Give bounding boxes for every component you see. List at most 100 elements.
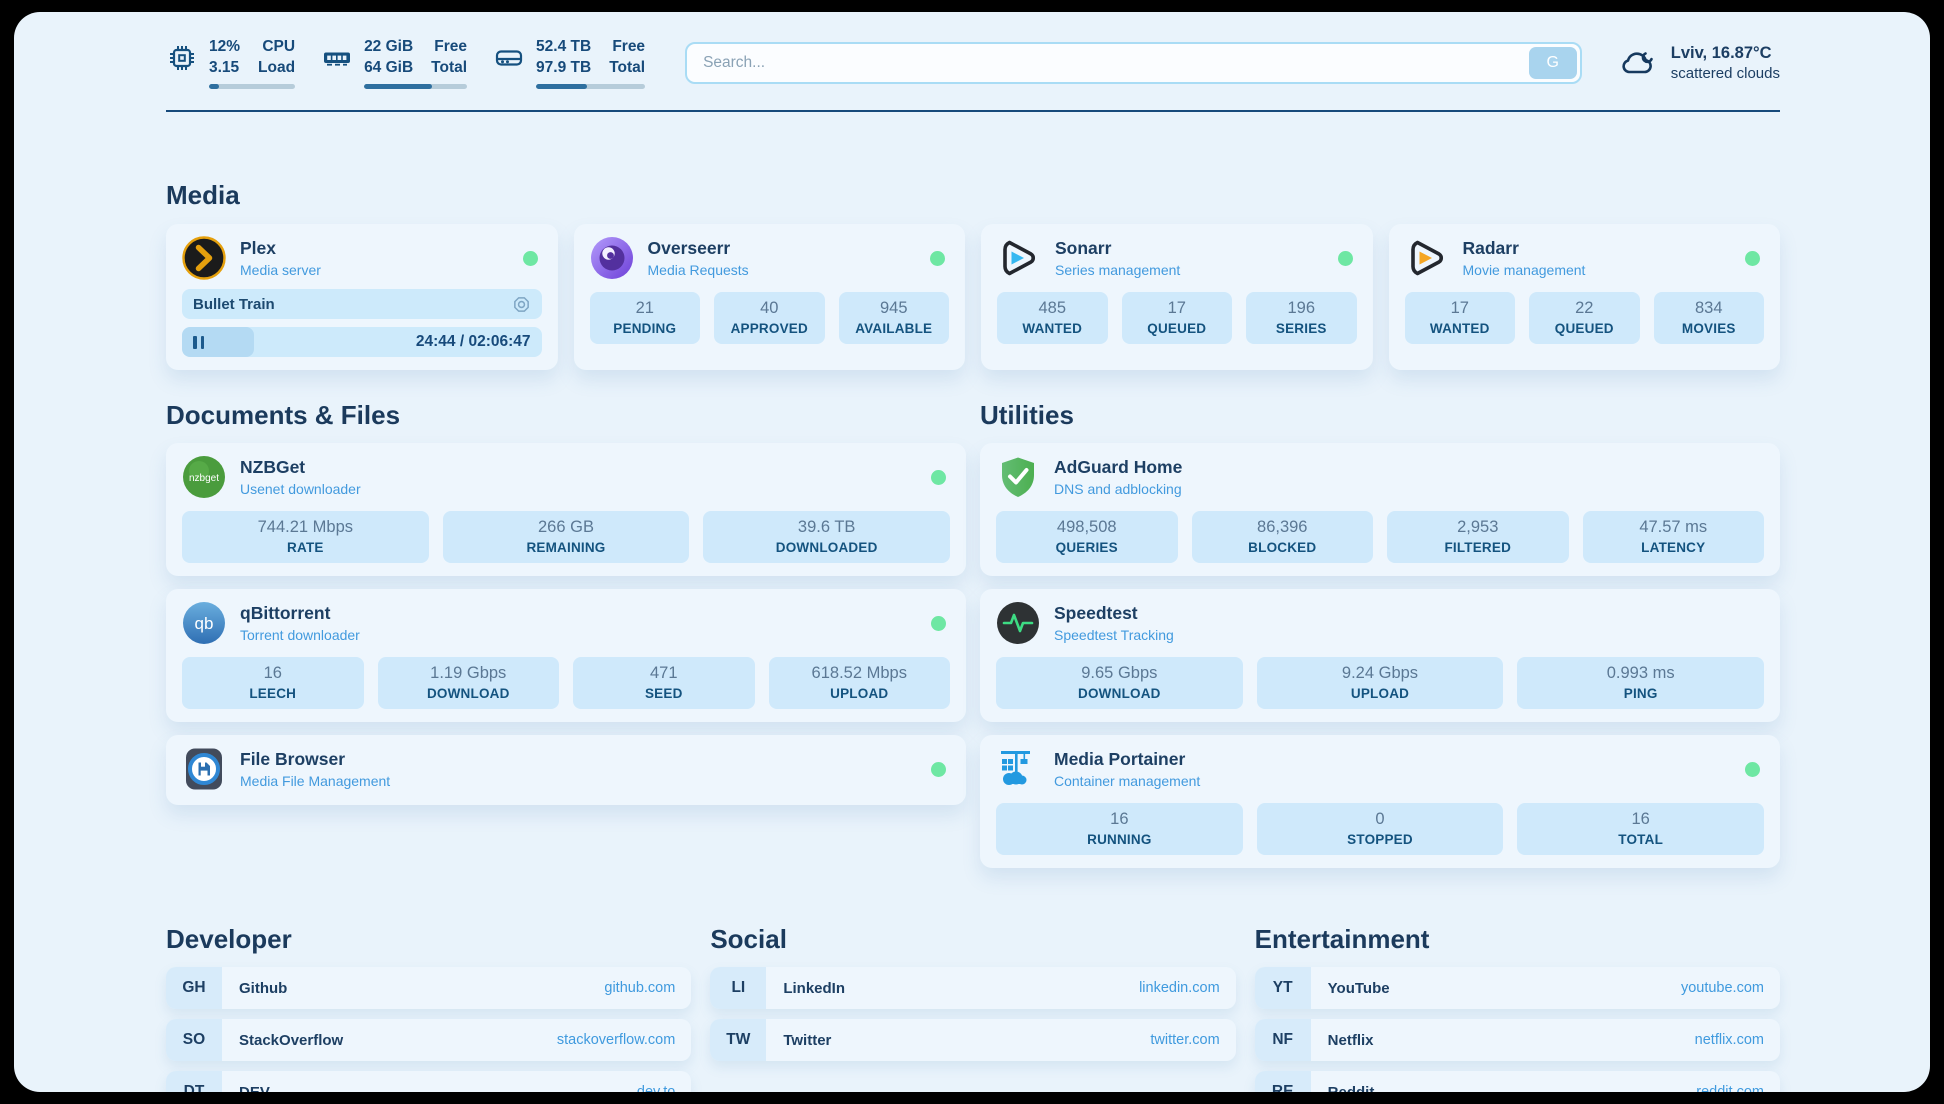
disk-values: 52.4 TB 97.9 TB [536,37,591,78]
cpu-usage: 12% [209,38,241,56]
bookmark-name: Github [239,979,288,997]
utilities-column: Utilities [980,400,1780,868]
service-stats: 21 PENDING 40 APPROVED 945 AVAILABLE [589,292,949,344]
service-card-filebrowser[interactable]: File Browser Media File Management [166,735,966,805]
service-card-overseerr[interactable]: Overseerr Media Requests 21 PENDING 40 A… [573,224,965,370]
bookmark-linkedin[interactable]: LI LinkedIn linkedin.com [710,967,1236,1009]
status-online-dot [1337,251,1353,266]
stat-label: UPLOAD [1350,686,1410,701]
weather-widget: Lviv, 16.87°C scattered clouds [1618,43,1780,84]
cloud-icon [1622,52,1653,74]
stat-box: 16 RUNNING [996,803,1243,855]
cpu-labels: CPU Load [258,37,295,78]
stat-label: PING [1623,686,1658,701]
service-title: NZBGet [240,457,306,478]
service-card-sonarr[interactable]: Sonarr Series management 485 WANTED 17 Q… [981,224,1373,370]
topbar-divider [166,110,1780,112]
stat-box: 485 WANTED [997,292,1108,344]
service-subtitle: Movie management [1462,261,1586,278]
service-card-radarr[interactable]: Radarr Movie management 17 WANTED 22 QUE… [1388,224,1780,370]
bookmark-abbr: YT [1254,967,1311,1009]
search-input[interactable] [685,42,1582,84]
stat-box: 16 TOTAL [1517,803,1764,855]
service-card-speedtest[interactable]: Speedtest Speedtest Tracking 9.65 Gbps D… [980,589,1780,722]
topbar: 12% 3.15 CPU Load [166,34,1780,92]
section-title-entertainment: Entertainment [1254,924,1430,954]
bookmark-abbr: LI [710,967,767,1009]
service-card-portainer[interactable]: Media Portainer Container management 16 … [980,735,1780,868]
bookmark-url: linkedin.com [1139,980,1220,996]
service-stats: 744.21 Mbps RATE 266 GB REMAINING 39.6 T… [182,511,950,563]
bookmark-abbr: DT [166,1071,222,1092]
service-stats: 485 WANTED 17 QUEUED 196 SERIES [997,292,1357,344]
disk-label-top: Free [612,38,646,56]
stat-value: 22 [1575,299,1594,317]
section-title-utilities: Utilities [980,400,1074,430]
media-cards-row: Plex Media server Bullet Train 24:44 [166,224,1780,370]
stat-value: 40 [760,299,779,317]
bookmark-reddit[interactable]: RE Reddit reddit.com [1254,1071,1780,1092]
stat-box: 16 LEECH [182,657,364,709]
cpu-chip-icon [170,46,194,71]
stat-value: 47.57 ms [1639,518,1708,536]
stat-value: 17 [1167,299,1186,317]
service-card-qbittorrent[interactable]: qb qBittorrent Torrent downloader 16 LEE… [166,589,966,722]
stat-box: 21 PENDING [589,292,700,344]
memory-total: 64 GiB [364,58,414,76]
bookmark-url: youtube.com [1680,980,1764,996]
memory-values: 22 GiB 64 GiB [364,37,413,78]
service-title: Plex [240,238,276,259]
bookmark-youtube[interactable]: YT YouTube youtube.com [1254,967,1780,1009]
stat-box: 0.993 ms PING [1517,657,1764,709]
bookmark-name: Twitter [783,1031,832,1049]
service-title: Sonarr [1055,238,1112,259]
stat-box: 17 QUEUED [1121,292,1232,344]
stat-box: 86,396 BLOCKED [1191,511,1373,563]
stat-label: REMAINING [526,540,606,555]
stat-label: UPLOAD [830,686,889,701]
disk-labels: Free Total [609,37,645,78]
service-card-nzbget[interactable]: nzbget NZBGet Usenet downloader 744.21 M… [166,443,966,576]
cpu-label-top: CPU [262,38,296,56]
disk-progress-fill [536,83,588,89]
bookmark-abbr: GH [166,967,222,1009]
bookmark-stackoverflow[interactable]: SO StackOverflow stackoverflow.com [166,1019,692,1061]
bookmark-netflix[interactable]: NF Netflix netflix.com [1254,1019,1780,1061]
stat-box: 9.24 Gbps UPLOAD [1256,657,1504,709]
memory-progress-bar [364,83,468,89]
service-stats: 16 RUNNING 0 STOPPED 16 TOTAL [996,803,1764,855]
stat-box: 47.57 ms LATENCY [1582,511,1764,563]
stat-label: DOWNLOAD [426,686,510,701]
search-engine-button[interactable]: G [1528,47,1577,79]
memory-label-bottom: Total [431,58,468,76]
middle-columns: Documents & Files nzbget NZBGet Usenet d… [166,400,1780,868]
overseerr-icon [590,237,633,279]
pause-button[interactable] [193,335,204,349]
stat-value: 21 [635,299,654,317]
service-card-plex[interactable]: Plex Media server Bullet Train 24:44 [166,224,558,370]
stat-box: 9.65 Gbps DOWNLOAD [996,657,1243,709]
stat-value: 196 [1287,299,1316,317]
disk-widget: 52.4 TB 97.9 TB Free Total [493,37,646,89]
now-playing-title: Bullet Train [193,295,275,313]
player-progress-row: 24:44 / 02:06:47 [182,327,542,357]
stat-value: 1.19 Gbps [430,664,507,682]
service-card-adguard[interactable]: AdGuard Home DNS and adblocking 498,508 … [980,443,1780,576]
stat-value: 16 [263,664,282,682]
bookmark-abbr: NF [1254,1019,1311,1061]
bookmark-twitter[interactable]: TW Twitter twitter.com [710,1019,1236,1061]
stat-label: DOWNLOAD [1078,686,1161,701]
bookmark-url: dev.to [636,1084,676,1092]
bookmark-dev[interactable]: DT DEV dev.to [166,1071,692,1092]
bookmark-url: twitter.com [1150,1032,1220,1048]
stat-box: 498,508 QUERIES [996,511,1178,563]
stat-label: APPROVED [730,321,808,336]
stat-value: 16 [1631,810,1650,828]
stat-label: DOWNLOADED [775,540,878,555]
stat-label: LEECH [249,686,297,701]
disk-free: 52.4 TB [536,38,592,56]
bookmark-github[interactable]: GH Github github.com [166,967,692,1009]
ram-icon [324,52,351,66]
stat-value: 0.993 ms [1606,664,1675,682]
